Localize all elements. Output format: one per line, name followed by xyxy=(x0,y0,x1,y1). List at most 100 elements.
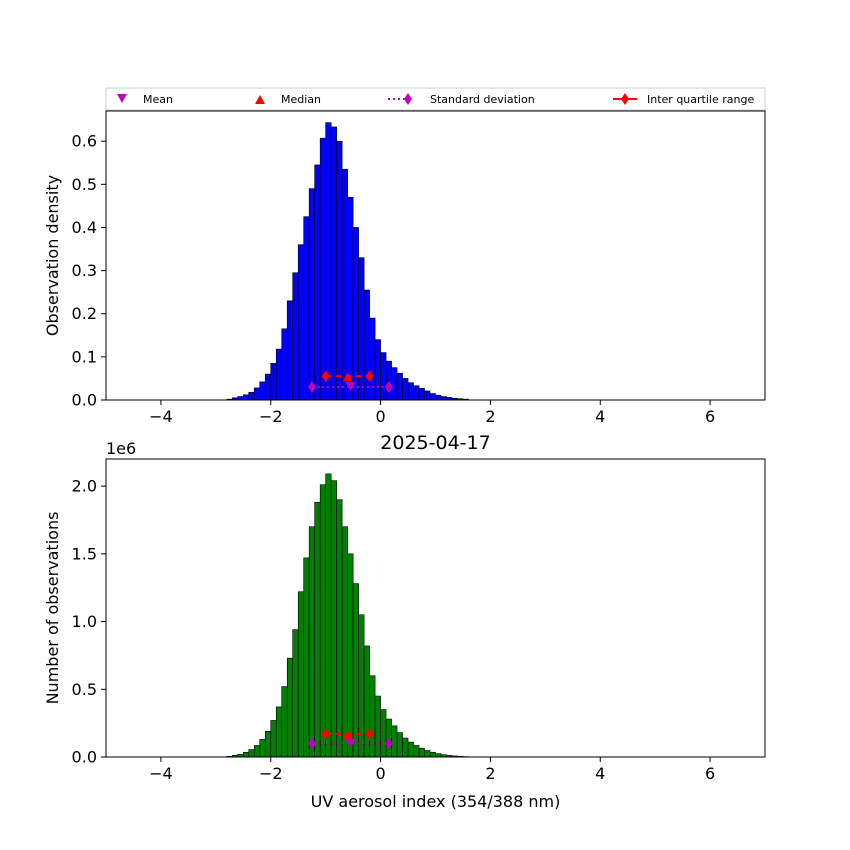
x-tick-label: 2 xyxy=(485,407,495,426)
y-tick-label: 1.5 xyxy=(72,544,97,563)
histogram-bar xyxy=(292,272,299,401)
legend: Mean Median Standard deviation Inter quarti… xyxy=(105,87,766,111)
y-tick-label: 0.4 xyxy=(72,218,97,237)
legend-box xyxy=(105,87,766,111)
histogram-bar xyxy=(248,391,255,401)
iqr-high-marker xyxy=(365,370,374,383)
y-tick-label: 0.5 xyxy=(72,175,97,194)
histogram-bar xyxy=(374,695,381,758)
histogram-bar xyxy=(253,387,261,401)
x-tick-label: −4 xyxy=(149,407,173,426)
histogram-bar xyxy=(440,396,447,401)
x-tick-label: 4 xyxy=(595,407,605,426)
histogram-bar xyxy=(380,709,387,758)
histogram-bar xyxy=(275,706,283,758)
histogram-bar xyxy=(413,745,420,758)
histogram-bar xyxy=(286,657,294,758)
chart-title: 2025-04-17 xyxy=(380,432,490,454)
histogram-bar xyxy=(314,164,321,401)
histogram-bar xyxy=(358,614,365,758)
median-marker xyxy=(342,372,353,382)
histogram-bar xyxy=(369,675,376,758)
histogram-bar xyxy=(363,645,370,758)
x-tick-label: −2 xyxy=(259,407,283,426)
x-tick-label: 6 xyxy=(705,764,715,783)
histogram-bar xyxy=(237,396,244,401)
histogram-bar xyxy=(407,382,414,401)
histogram-bar xyxy=(347,196,354,401)
x-axis-label: UV aerosol index (354/388 nm) xyxy=(311,792,561,811)
std-low-marker xyxy=(307,737,316,750)
histogram-bar xyxy=(330,480,337,758)
histogram-bar xyxy=(385,360,392,401)
histogram-bar xyxy=(275,348,283,401)
histogram-bar xyxy=(418,388,425,401)
histogram-bar xyxy=(325,473,332,758)
histogram-bar xyxy=(303,557,310,758)
histogram-bar xyxy=(341,168,348,401)
histogram-bar xyxy=(363,289,370,401)
histogram-bar xyxy=(242,751,250,758)
histogram-bar xyxy=(242,394,250,401)
histogram-bar xyxy=(270,720,277,758)
histogram-bar xyxy=(325,122,332,401)
histogram-bar xyxy=(429,751,436,758)
legend-entry-label: Median xyxy=(281,93,321,106)
legend-entry-label: Inter quartile range xyxy=(647,93,754,106)
x-tick-label: 4 xyxy=(595,764,605,783)
histogram-bar xyxy=(424,390,431,401)
axes-frame xyxy=(105,110,766,401)
histogram-bar xyxy=(259,381,266,401)
histogram-bar xyxy=(380,352,387,401)
mean-marker xyxy=(345,738,356,748)
histogram-bar xyxy=(286,300,294,401)
histogram-bar xyxy=(336,499,343,758)
y-tick-label: 0.6 xyxy=(72,132,97,151)
histogram-bar xyxy=(297,244,305,401)
histogram-bar xyxy=(407,741,414,758)
y-tick-label: 0.0 xyxy=(72,391,97,410)
histogram-bar xyxy=(281,686,288,758)
legend-entry-label: Mean xyxy=(143,93,173,106)
histogram-bar xyxy=(264,730,272,758)
histogram-bar xyxy=(341,526,348,758)
axes-frame xyxy=(105,458,766,758)
histogram-bar xyxy=(429,393,436,401)
histogram-bar xyxy=(391,367,398,401)
histogram-bar xyxy=(402,378,409,401)
histogram-bar xyxy=(292,629,299,758)
x-tick-label: 0 xyxy=(375,407,385,426)
histogram-bar xyxy=(347,553,354,758)
legend-std-marker xyxy=(404,93,412,105)
histogram-bar xyxy=(330,126,337,401)
histogram-bar xyxy=(418,747,425,758)
x-tick-label: −4 xyxy=(149,764,173,783)
histogram-bar xyxy=(358,257,365,401)
histogram-bar xyxy=(259,739,266,758)
y-tick-label: 1.0 xyxy=(72,612,97,631)
histogram-bar xyxy=(248,749,255,758)
y-axis-label: Observation density xyxy=(43,175,62,336)
iqr-low-marker xyxy=(321,727,330,740)
y-axis-label: Number of observations xyxy=(43,512,62,705)
y-tick-label: 0.3 xyxy=(72,261,97,280)
histogram-bar xyxy=(435,394,442,401)
y-tick-label: 0.1 xyxy=(72,347,97,366)
histogram-bar xyxy=(308,526,315,758)
histogram-bar xyxy=(314,502,321,758)
x-tick-label: 0 xyxy=(375,764,385,783)
histogram-bar xyxy=(424,750,431,758)
y-tick-label: 0.0 xyxy=(72,748,97,767)
histogram-bar xyxy=(374,339,381,401)
x-tick-label: 2 xyxy=(485,764,495,783)
y-tick-label: 0.2 xyxy=(72,304,97,323)
std-high-marker xyxy=(384,737,393,750)
legend-entry-label: Standard deviation xyxy=(430,93,535,106)
histogram-bar xyxy=(435,753,442,758)
y-scale-note: 1e6 xyxy=(106,439,136,458)
bottom-histogram-panel: −4 −2 0 2 4 6 0.0 0.5 1.0 1.5 2.0 Number of observa… xyxy=(43,432,766,811)
histogram-bar xyxy=(297,591,305,758)
iqr-low-marker xyxy=(321,370,330,383)
x-tick-label: 6 xyxy=(705,407,715,426)
